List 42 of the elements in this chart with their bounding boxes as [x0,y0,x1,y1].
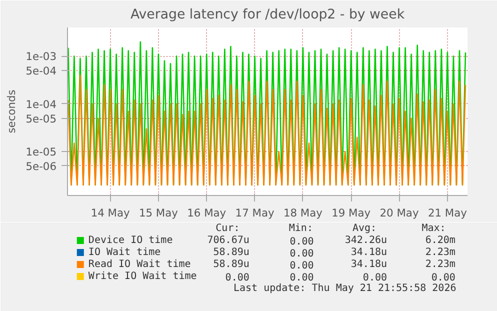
text: 58.89u [213,247,250,258]
text: 342.26u [344,235,388,246]
x-tick-label: 15 May [138,206,178,220]
text: 0.00 [225,272,250,284]
text: 0.00 [431,272,456,284]
line-series [68,74,466,186]
text: Min: [288,223,313,234]
x-tick-label: 16 May [187,206,226,220]
x-tick-label: 20 May [380,206,419,220]
text: Cur: [216,223,240,234]
legend-label: Read IO Wait time [88,259,191,270]
text: 0.00 [290,272,314,284]
text: 2.23m [425,259,456,270]
text: 34.18u [350,259,388,270]
text: 706.67u [207,235,250,246]
y-tick-label: 1e-03 [26,50,57,64]
x-tick-label: 14 May [90,206,130,220]
y-tick-label: 5e-06 [26,160,57,173]
text: Avg: [352,223,377,234]
text: 6.20m [425,235,456,246]
y-tick-label: 1e-04 [26,98,57,111]
chart-title: Average latency for /dev/loop2 - by week [130,8,405,22]
legend-label: IO Wait time [88,247,161,258]
y-tick-label: 5e-05 [26,112,57,126]
legend-label: Write IO Wait time [88,271,197,282]
text: 2.23m [425,247,456,258]
text: Max: [422,223,446,234]
x-tick-label: 21 May [428,206,467,220]
text: 0.00 [362,272,388,284]
text: 0.00 [290,260,314,272]
text: 58.89u [213,259,250,270]
text: 0.00 [290,248,314,260]
y-axis-title: seconds [4,89,18,134]
y-tick-label: 5e-04 [26,64,57,78]
text: 34.18u [350,247,388,258]
x-tick-label: 17 May [235,206,274,220]
x-tick-label: 18 May [283,206,322,220]
text: 0.00 [290,236,314,248]
text: Last update: Thu May 21 21:55:58 2026 [233,283,456,294]
x-tick-label: 19 May [332,206,371,220]
y-tick-label: 1e-05 [26,146,57,159]
legend-label: Device IO time [88,235,173,246]
